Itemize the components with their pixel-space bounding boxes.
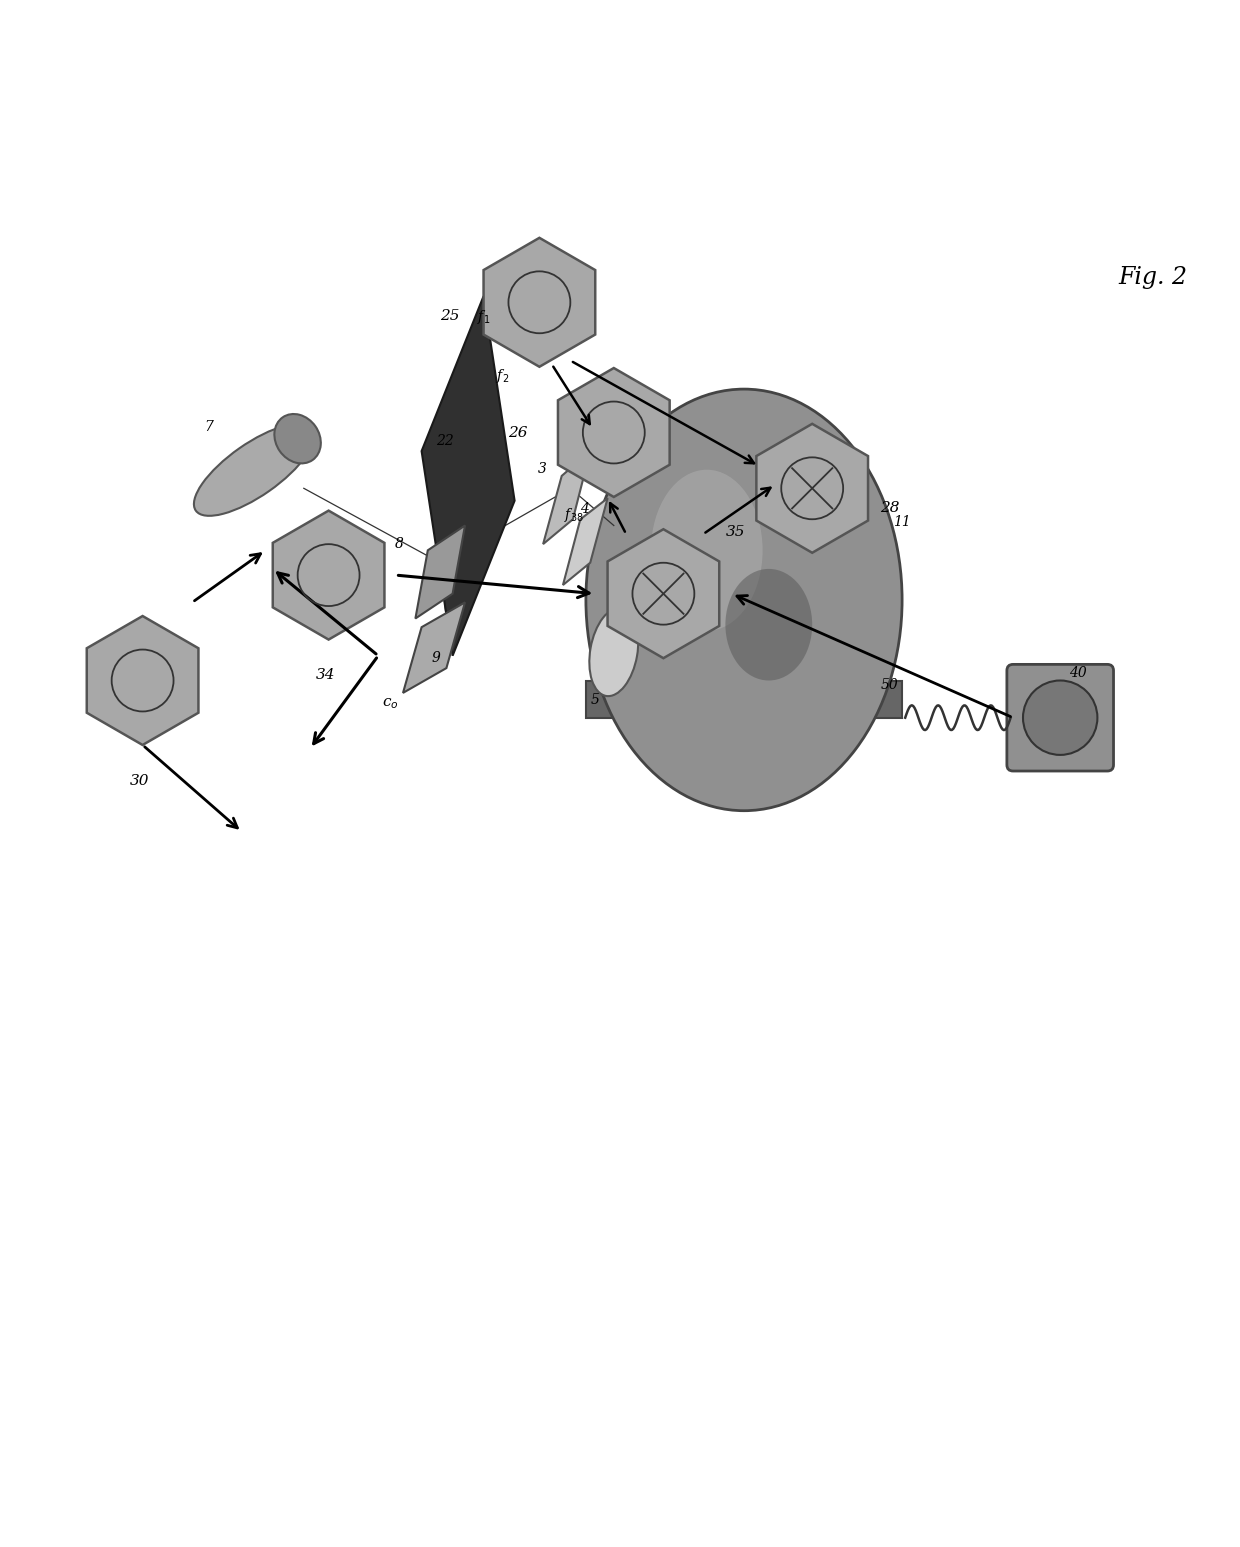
Polygon shape: [422, 295, 515, 656]
Text: f$_{38}$: f$_{38}$: [564, 506, 584, 524]
Polygon shape: [415, 526, 465, 619]
Polygon shape: [585, 681, 903, 718]
Polygon shape: [543, 452, 590, 545]
Text: 7: 7: [205, 421, 213, 435]
Text: f$_2$: f$_2$: [496, 368, 510, 385]
Text: 26: 26: [508, 427, 528, 441]
Ellipse shape: [651, 470, 763, 631]
Ellipse shape: [585, 390, 903, 811]
Polygon shape: [87, 616, 198, 746]
Polygon shape: [756, 424, 868, 552]
Text: 28: 28: [880, 501, 900, 515]
Ellipse shape: [1023, 681, 1097, 755]
Polygon shape: [563, 498, 608, 585]
Polygon shape: [273, 511, 384, 639]
Text: 34: 34: [316, 668, 336, 682]
Polygon shape: [403, 602, 465, 693]
Text: 4: 4: [580, 503, 589, 517]
Ellipse shape: [589, 608, 639, 696]
Text: 22: 22: [436, 433, 454, 449]
Text: f$_1$: f$_1$: [477, 308, 491, 326]
Text: 8: 8: [394, 537, 403, 551]
Text: Fig. 2: Fig. 2: [1118, 266, 1188, 289]
Text: 25: 25: [440, 308, 460, 322]
Polygon shape: [608, 529, 719, 657]
FancyBboxPatch shape: [1007, 664, 1114, 770]
Text: 5: 5: [590, 693, 599, 707]
Text: 30: 30: [130, 774, 150, 787]
Text: 11: 11: [893, 515, 910, 529]
Ellipse shape: [274, 415, 321, 464]
Ellipse shape: [725, 569, 812, 681]
Text: 35: 35: [725, 526, 745, 540]
Text: 50: 50: [880, 678, 898, 692]
Ellipse shape: [193, 424, 315, 515]
Text: 3: 3: [538, 463, 547, 476]
Polygon shape: [484, 238, 595, 367]
Text: c$_o$: c$_o$: [382, 696, 398, 712]
Polygon shape: [558, 368, 670, 497]
Text: 40: 40: [1069, 665, 1086, 679]
Text: 9: 9: [432, 651, 440, 665]
